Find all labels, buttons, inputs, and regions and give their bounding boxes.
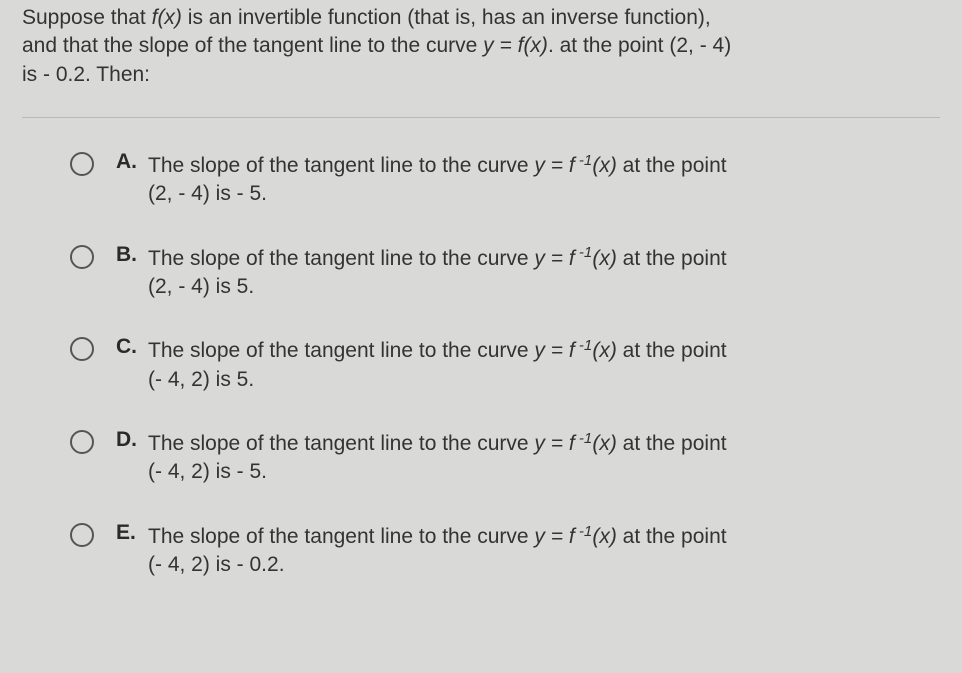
opt-c-mid: at the point [617,339,727,362]
option-text-b: The slope of the tangent line to the cur… [148,243,727,302]
opt-d-mid: at the point [617,432,727,455]
option-text-a: The slope of the tangent line to the cur… [148,150,727,209]
option-letter-c: C. [116,335,140,359]
opt-e-fy: y = f [534,525,574,548]
opt-d-second: (- 4, 2) is - 5. [148,460,267,483]
option-c[interactable]: C. The slope of the tangent line to the … [70,335,940,394]
opt-b-pre: The slope of the tangent line to the cur… [148,247,534,270]
q-text-1: Suppose that [22,6,152,29]
opt-e-exp: -1 [575,523,593,540]
opt-d-fy: y = f [534,432,574,455]
option-letter-e: E. [116,521,140,545]
opt-a-second: (2, - 4) is - 5. [148,182,267,205]
option-letter-b: B. [116,243,140,267]
opt-a-pre: The slope of the tangent line to the cur… [148,154,534,177]
q-text-3: and that the slope of the tangent line t… [22,34,483,57]
opt-b-second: (2, - 4) is 5. [148,275,254,298]
radio-b[interactable] [70,245,94,269]
opt-c-exp: -1 [575,337,593,354]
opt-d-exp: -1 [575,430,593,447]
opt-d-func: y = f -1(x) [534,432,616,455]
q-text-4: . at the point (2, - 4) [548,34,731,57]
opt-c-func: y = f -1(x) [534,339,616,362]
question-container: Suppose that f(x) is an invertible funct… [0,0,962,633]
option-b[interactable]: B. The slope of the tangent line to the … [70,243,940,302]
options-list: A. The slope of the tangent line to the … [22,150,940,579]
opt-d-fx: (x) [592,432,617,455]
option-a[interactable]: A. The slope of the tangent line to the … [70,150,940,209]
radio-c[interactable] [70,337,94,361]
radio-d[interactable] [70,430,94,454]
radio-a[interactable] [70,152,94,176]
opt-e-pre: The slope of the tangent line to the cur… [148,525,534,548]
opt-a-exp: -1 [575,152,593,169]
opt-b-exp: -1 [575,244,593,261]
opt-c-pre: The slope of the tangent line to the cur… [148,339,534,362]
q-fx: f(x) [152,6,182,29]
option-letter-d: D. [116,428,140,452]
opt-a-mid: at the point [617,154,727,177]
opt-e-second: (- 4, 2) is - 0.2. [148,553,285,576]
q-yeq: y = f(x) [483,34,548,57]
option-text-d: The slope of the tangent line to the cur… [148,428,727,487]
opt-b-fy: y = f [534,247,574,270]
opt-a-fy: y = f [534,154,574,177]
opt-e-func: y = f -1(x) [534,525,616,548]
opt-a-func: y = f -1(x) [534,154,616,177]
opt-e-fx: (x) [592,525,617,548]
opt-c-second: (- 4, 2) is 5. [148,368,254,391]
question-prompt: Suppose that f(x) is an invertible funct… [22,4,940,89]
opt-b-mid: at the point [617,247,727,270]
q-text-2: is an invertible function (that is, has … [182,6,711,29]
opt-e-mid: at the point [617,525,727,548]
q-text-5: is - 0.2. Then: [22,63,150,86]
opt-b-func: y = f -1(x) [534,247,616,270]
option-text-c: The slope of the tangent line to the cur… [148,335,727,394]
divider-line [22,117,940,118]
opt-d-pre: The slope of the tangent line to the cur… [148,432,534,455]
opt-b-fx: (x) [592,247,617,270]
opt-c-fy: y = f [534,339,574,362]
radio-e[interactable] [70,523,94,547]
option-letter-a: A. [116,150,140,174]
opt-c-fx: (x) [592,339,617,362]
option-d[interactable]: D. The slope of the tangent line to the … [70,428,940,487]
option-e[interactable]: E. The slope of the tangent line to the … [70,521,940,580]
opt-a-fx: (x) [592,154,617,177]
option-text-e: The slope of the tangent line to the cur… [148,521,727,580]
